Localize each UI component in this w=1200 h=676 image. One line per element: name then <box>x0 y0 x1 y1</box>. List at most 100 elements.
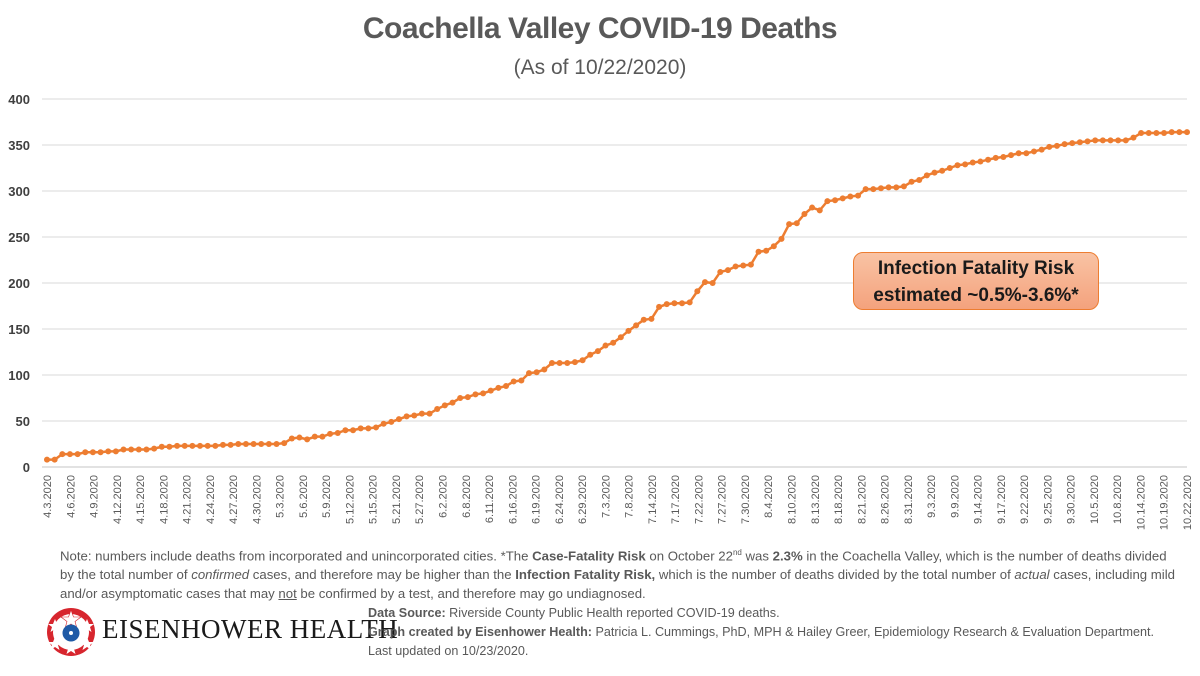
data-point <box>855 192 862 199</box>
note-italic: confirmed <box>191 567 250 583</box>
x-tick-label: 5.27.2020 <box>414 475 426 524</box>
data-point <box>793 220 800 227</box>
x-tick-label: 4.30.2020 <box>251 475 263 524</box>
x-tick-label: 9.14.2020 <box>973 475 985 524</box>
data-point <box>877 185 884 192</box>
data-point <box>579 357 586 364</box>
credit-label: Graph created by Eisenhower Health: <box>368 625 592 639</box>
data-point <box>939 167 946 174</box>
data-point <box>923 172 930 179</box>
data-point <box>135 446 142 453</box>
data-point <box>671 300 678 307</box>
data-point <box>304 436 311 443</box>
data-point <box>334 429 341 436</box>
x-tick-label: 4.15.2020 <box>135 475 147 524</box>
x-tick-label: 4.3.2020 <box>42 475 54 518</box>
data-point <box>1069 140 1076 147</box>
data-point <box>679 300 686 307</box>
x-tick-label: 10.22.2020 <box>1182 475 1194 530</box>
data-point <box>656 303 663 310</box>
y-tick-label: 250 <box>8 230 30 245</box>
y-tick-label: 350 <box>8 138 30 153</box>
data-point <box>388 418 395 425</box>
x-tick-label: 6.19.2020 <box>531 475 543 524</box>
data-point <box>556 360 563 367</box>
note-sup: nd <box>732 548 742 557</box>
x-tick-label: 4.9.2020 <box>89 475 101 518</box>
data-point <box>1130 134 1137 141</box>
x-tick-label: 7.22.2020 <box>693 475 705 524</box>
data-point <box>464 394 471 401</box>
data-point <box>701 279 708 286</box>
data-point <box>189 442 196 449</box>
data-point <box>533 369 540 376</box>
y-tick-label: 400 <box>8 92 30 107</box>
data-point <box>900 183 907 190</box>
data-point <box>839 195 846 202</box>
data-point <box>97 449 104 456</box>
x-tick-label: 9.30.2020 <box>1066 475 1078 524</box>
data-point <box>174 442 181 449</box>
data-point <box>610 339 617 346</box>
data-point <box>227 441 234 448</box>
data-point <box>1145 130 1152 137</box>
note-italic: actual <box>1014 567 1050 583</box>
data-point <box>258 441 265 447</box>
x-tick-label: 8.10.2020 <box>786 475 798 524</box>
data-point <box>1015 150 1022 157</box>
data-point <box>143 446 150 453</box>
chart-title: Coachella Valley COVID-19 Deaths <box>362 12 838 45</box>
data-point <box>342 427 349 434</box>
note-text: which is the number of deaths divided by… <box>655 567 1015 583</box>
data-point <box>1092 137 1099 144</box>
data-point <box>327 430 334 437</box>
data-point <box>1084 138 1091 145</box>
x-tick-label: 9.17.2020 <box>996 475 1008 524</box>
line-chart: 0 50 100 150 200 250 300 350 400 4.3.2020 4.6.202… <box>8 92 1194 530</box>
x-tick-label: 5.9.2020 <box>321 475 333 518</box>
data-point <box>181 442 188 449</box>
data-point <box>1168 129 1175 136</box>
data-point <box>832 197 839 204</box>
data-point <box>89 449 96 456</box>
x-tick-label: 8.26.2020 <box>880 475 892 524</box>
data-point <box>663 301 670 308</box>
data-point <box>717 268 724 275</box>
x-tick-label: 4.12.2020 <box>112 475 124 524</box>
data-point <box>571 359 578 366</box>
x-tick-label: 6.16.2020 <box>507 475 519 524</box>
x-tick-label: 7.30.2020 <box>740 475 752 524</box>
data-point <box>59 451 66 458</box>
data-point <box>587 351 594 358</box>
data-point <box>862 186 869 193</box>
source-text: Riverside County Public Health reported … <box>445 606 780 620</box>
data-point <box>518 377 525 384</box>
note-text: cases, and therefore may be higher than … <box>249 567 516 583</box>
data-point <box>962 161 969 168</box>
data-point <box>472 391 479 398</box>
data-point <box>526 370 533 377</box>
data-point <box>648 315 655 322</box>
data-point <box>992 154 999 161</box>
source-label: Data Source: <box>368 606 446 620</box>
data-point <box>1115 137 1122 144</box>
data-point <box>197 442 204 449</box>
y-tick-label: 50 <box>16 414 30 429</box>
note-text: in the Coachella Valley, which is the nu… <box>60 548 1167 583</box>
note-text: be confirmed by a test, and therefore ma… <box>296 586 646 602</box>
x-tick-label: 5.6.2020 <box>298 475 310 518</box>
data-point <box>640 316 647 323</box>
x-tick-label: 5.3.2020 <box>275 475 287 518</box>
data-point <box>809 204 816 211</box>
data-point <box>357 425 364 432</box>
x-tick-label: 6.2.2020 <box>438 475 450 518</box>
data-point <box>112 448 119 455</box>
data-point <box>395 416 402 423</box>
x-tick-label: 8.18.2020 <box>833 475 845 524</box>
data-point <box>120 446 127 453</box>
data-point <box>403 413 410 420</box>
x-tick-label: 7.17.2020 <box>670 475 682 524</box>
data-point <box>786 221 793 228</box>
y-tick-label: 150 <box>8 322 30 337</box>
data-point <box>694 288 701 295</box>
